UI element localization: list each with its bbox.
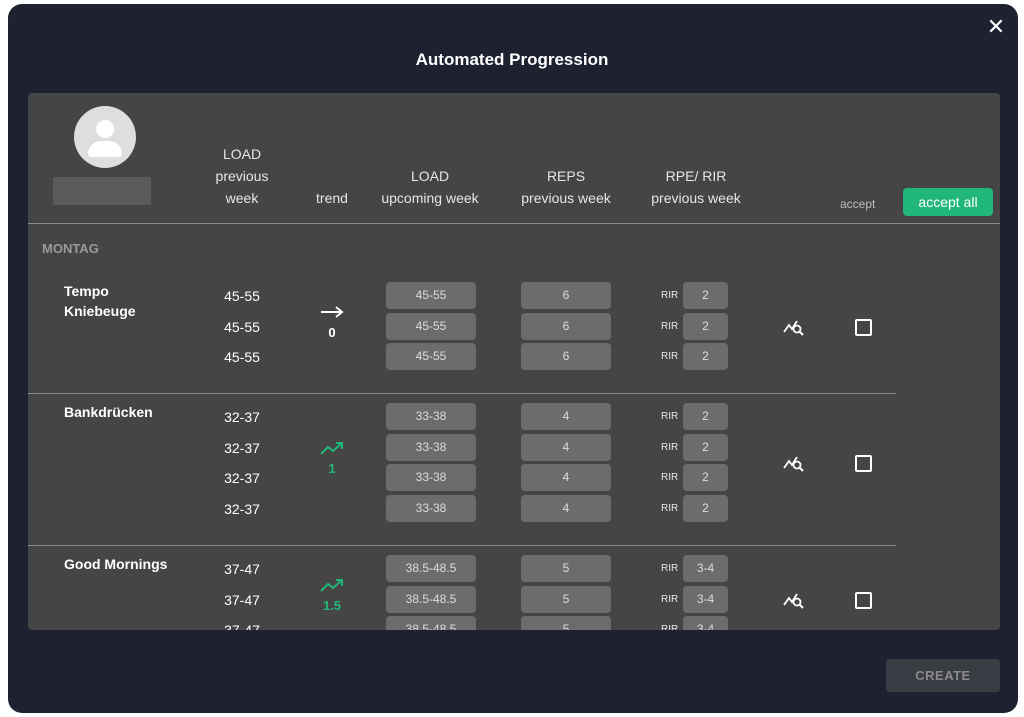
upcoming-load-input[interactable]: 45-55 bbox=[386, 312, 476, 340]
accept-all-button[interactable]: accept all bbox=[903, 188, 993, 216]
rir-value: 2 bbox=[683, 282, 728, 309]
reps-value: 4 bbox=[521, 403, 611, 430]
header-rpe-rir-previous-week: RPE/ RIR previous week bbox=[651, 168, 741, 206]
upcoming-load-input[interactable]: 38.5-48.5 bbox=[386, 555, 476, 582]
athlete-name-placeholder bbox=[53, 177, 151, 205]
previous-load-value: 32-37 bbox=[224, 470, 260, 486]
header-accept: accept bbox=[840, 197, 876, 211]
upcoming-load-input[interactable]: 33-38 bbox=[386, 464, 476, 491]
rir-label: RIR bbox=[661, 320, 679, 332]
trend-indicator: 0 bbox=[308, 304, 356, 340]
previous-load-value: 37-47 bbox=[224, 622, 260, 630]
header-load-upcoming-week: LOAD upcoming week bbox=[381, 168, 479, 206]
header-load-previous-week: LOAD previous week bbox=[215, 146, 269, 206]
exercise-name: Good Mornings bbox=[64, 556, 168, 572]
previous-load-value: 32-37 bbox=[224, 409, 260, 425]
chart-search-icon[interactable] bbox=[783, 454, 805, 472]
reps-value: 5 bbox=[521, 555, 611, 582]
previous-load-value: 45-55 bbox=[224, 318, 260, 335]
previous-load-value: 32-37 bbox=[224, 439, 260, 456]
reps-value: 4 bbox=[521, 494, 611, 522]
rir-label: RIR bbox=[661, 351, 679, 362]
rir-value: 2 bbox=[683, 403, 728, 430]
upcoming-load-input[interactable]: 45-55 bbox=[386, 282, 476, 309]
row-divider bbox=[28, 393, 896, 394]
rir-label: RIR bbox=[661, 593, 679, 605]
rir-value: 2 bbox=[683, 343, 728, 370]
header-trend: trend bbox=[316, 190, 348, 206]
previous-load-value: 45-55 bbox=[224, 288, 260, 304]
previous-load-value: 45-55 bbox=[224, 349, 260, 365]
header-reps-previous-week: REPS previous week bbox=[521, 168, 611, 206]
trend-value: 1 bbox=[328, 461, 336, 476]
trend-indicator: 1 bbox=[308, 440, 356, 476]
arrow-right-icon bbox=[308, 304, 356, 323]
header-divider bbox=[28, 223, 1000, 224]
rir-value: 3-4 bbox=[683, 585, 728, 613]
previous-load-value: 37-47 bbox=[224, 591, 260, 608]
rir-value: 2 bbox=[683, 464, 728, 491]
exercise-name: Tempo Kniebeuge bbox=[64, 283, 136, 319]
upcoming-load-input[interactable]: 45-55 bbox=[386, 343, 476, 370]
reps-value: 5 bbox=[521, 585, 611, 613]
chart-search-icon[interactable] bbox=[783, 591, 805, 609]
upcoming-load-input[interactable]: 38.5-48.5 bbox=[386, 616, 476, 630]
trend-value: 1.5 bbox=[322, 597, 342, 613]
trend-value: 0 bbox=[328, 324, 336, 340]
reps-value: 5 bbox=[521, 616, 611, 630]
upcoming-load-input[interactable]: 33-38 bbox=[386, 433, 476, 461]
rir-label: RIR bbox=[661, 624, 679, 630]
reps-value: 6 bbox=[521, 312, 611, 340]
rir-label: RIR bbox=[661, 290, 679, 301]
create-button[interactable]: CREATE bbox=[886, 659, 1000, 692]
rir-label: RIR bbox=[661, 411, 679, 422]
reps-value: 4 bbox=[521, 464, 611, 491]
trending-up-icon bbox=[308, 440, 356, 459]
rir-value: 2 bbox=[683, 433, 728, 461]
reps-value: 6 bbox=[521, 282, 611, 309]
accept-checkbox[interactable] bbox=[855, 455, 872, 472]
accept-checkbox[interactable] bbox=[855, 318, 872, 336]
exercise-name: Bankdrücken bbox=[64, 404, 153, 420]
day-label: MONTAG bbox=[42, 241, 99, 256]
upcoming-load-input[interactable]: 38.5-48.5 bbox=[386, 585, 476, 613]
reps-value: 6 bbox=[521, 343, 611, 370]
rir-value: 2 bbox=[683, 312, 728, 340]
rir-label: RIR bbox=[661, 563, 679, 574]
avatar-icon bbox=[74, 106, 136, 168]
row-divider bbox=[28, 545, 896, 546]
upcoming-load-input[interactable]: 33-38 bbox=[386, 494, 476, 522]
chart-search-icon[interactable] bbox=[783, 318, 805, 336]
rir-value: 3-4 bbox=[683, 555, 728, 582]
rir-label: RIR bbox=[661, 472, 679, 483]
progression-panel[interactable]: LOAD previous week trend LOAD upcoming week… bbox=[28, 93, 1000, 630]
trending-up-icon bbox=[308, 577, 356, 596]
previous-load-value: 37-47 bbox=[224, 561, 260, 577]
reps-value: 4 bbox=[521, 433, 611, 461]
rir-value: 2 bbox=[683, 494, 728, 522]
rir-value: 3-4 bbox=[683, 616, 728, 630]
close-icon[interactable]: ✕ bbox=[986, 15, 1006, 40]
trend-indicator: 1.5 bbox=[308, 577, 356, 613]
accept-checkbox[interactable] bbox=[855, 591, 872, 609]
rir-label: RIR bbox=[661, 502, 679, 514]
upcoming-load-input[interactable]: 33-38 bbox=[386, 403, 476, 430]
rir-label: RIR bbox=[661, 441, 679, 453]
dialog-title: Automated Progression bbox=[415, 50, 609, 69]
previous-load-value: 32-37 bbox=[224, 500, 260, 517]
